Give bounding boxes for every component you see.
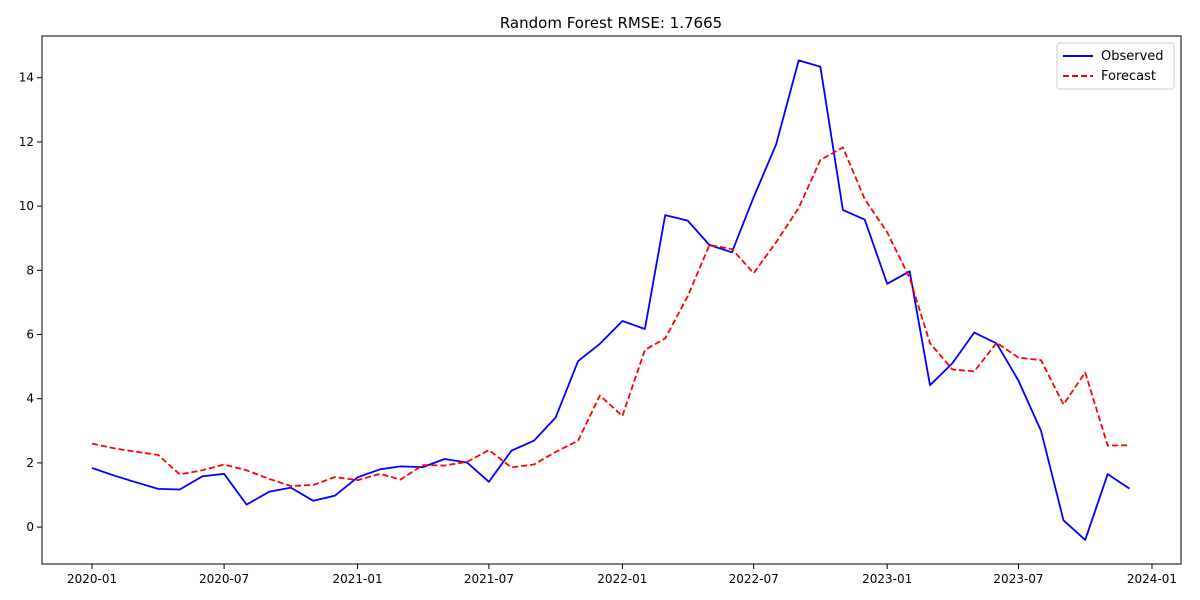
x-tick-label: 2020-01 (67, 572, 117, 586)
x-tick-label: 2023-01 (862, 572, 912, 586)
x-tick-label: 2022-07 (729, 572, 779, 586)
y-axis: 0 2 4 6 8 10 12 14 (19, 71, 42, 534)
series-line-forecast (91, 146, 1130, 487)
y-tick-label: 8 (26, 263, 34, 277)
x-tick-label: 2021-01 (333, 572, 383, 586)
x-tick-label: 2021-07 (464, 572, 514, 586)
y-tick-label: 2 (26, 456, 34, 470)
y-tick-label: 12 (19, 135, 34, 149)
legend: Observed Forecast (1056, 42, 1175, 90)
series-line-observed (91, 59, 1130, 541)
x-tick-label: 2022-01 (597, 572, 647, 586)
series-layer (91, 59, 1130, 541)
y-tick-label: 0 (26, 520, 34, 534)
x-tick-label: 2024-01 (1127, 572, 1177, 586)
chart-title: Random Forest RMSE: 1.7665 (500, 14, 722, 32)
x-axis: 2020-01 2020-07 2021-01 2021-07 2022-01 2022-… (67, 564, 1177, 586)
x-tick-label: 2020-07 (199, 572, 249, 586)
y-tick-label: 4 (26, 392, 34, 406)
legend-label-forecast: Forecast (1101, 69, 1156, 84)
y-tick-label: 10 (19, 199, 34, 213)
y-tick-label: 6 (26, 328, 34, 342)
legend-box (1056, 42, 1175, 90)
legend-label-observed: Observed (1101, 49, 1164, 64)
plot-frame (41, 35, 1182, 565)
x-tick-label: 2023-07 (993, 572, 1043, 586)
y-tick-label: 14 (19, 71, 34, 85)
